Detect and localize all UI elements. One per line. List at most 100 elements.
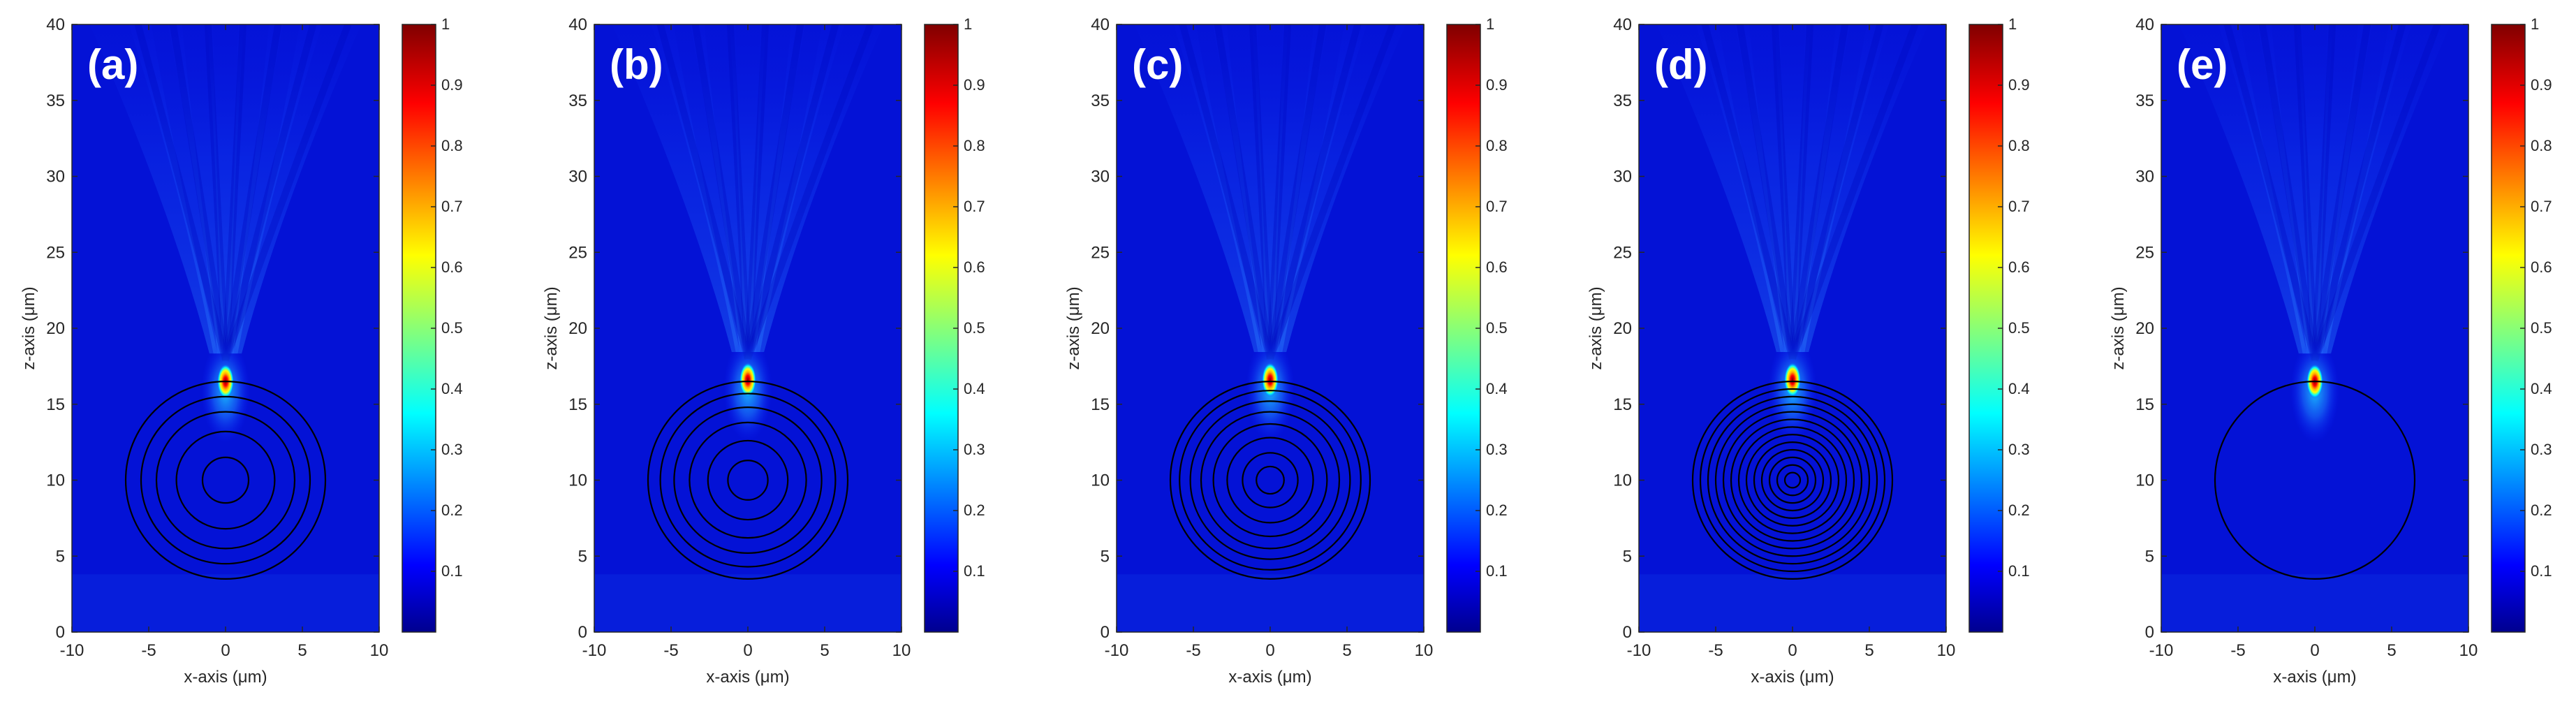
wavefront-lobe	[612, 24, 740, 352]
wavefront-gap	[1789, 24, 1884, 360]
colorbar-tick-label: 0.2	[441, 501, 463, 519]
x-tick-label: 0	[221, 641, 230, 660]
wavefront-lobe	[1774, 24, 1811, 352]
colorbar-tick-label: 0.4	[1486, 380, 1508, 397]
heatmap-area	[1639, 24, 1946, 632]
y-tick-label: 20	[46, 319, 65, 338]
wavefront-lobe	[1800, 24, 1929, 352]
lens-ring	[1256, 465, 1285, 495]
wavefront-gap	[2311, 24, 2336, 361]
lower-band	[1117, 574, 1424, 632]
wavefront-gap	[2293, 24, 2318, 361]
lens-ring	[201, 456, 250, 504]
wavefront-lobe	[1278, 24, 1406, 352]
wavefront-gap	[691, 24, 751, 360]
x-tick-label: -5	[141, 641, 156, 660]
colorbar-tick-label: 0.4	[2008, 380, 2030, 397]
colorbar-tick-label: 1	[1486, 15, 1494, 33]
x-tick-label: 10	[1415, 641, 1434, 660]
colorbar	[402, 24, 436, 633]
x-axis-label: x-axis (μm)	[184, 668, 267, 687]
y-tick-label: 15	[2135, 395, 2154, 414]
wavefront-gap	[726, 24, 751, 360]
lens-ring	[659, 393, 837, 568]
lens-ring	[1691, 381, 1894, 580]
wavefront-gap	[2223, 24, 2318, 362]
panel-c: -10 -5 0 5 10 0 5 10 15 20 25 30 35 40 x-axis (μm) z-ax…	[1064, 15, 1508, 687]
colorbar-tick-label: 0.1	[2531, 562, 2552, 580]
colorbar-tick-label: 0.3	[2531, 441, 2552, 458]
colorbar-tick-label: 0.4	[2531, 380, 2552, 397]
x-tick-label: -10	[1627, 641, 1651, 660]
lens-ring	[1189, 400, 1351, 560]
wavefront-lobe	[1173, 24, 1267, 352]
wavefront-gap	[744, 24, 770, 360]
wavefront-gap	[222, 24, 352, 362]
wavefront-gap	[1249, 24, 1274, 360]
lens-ring	[1722, 411, 1863, 550]
colorbar-tick-label: 0.9	[2531, 76, 2552, 94]
y-tick-label: 25	[46, 243, 65, 262]
wavefront-lobe	[168, 24, 226, 354]
lower-band	[2161, 574, 2468, 632]
lens-ring	[1783, 471, 1802, 489]
y-axis-label: z-axis (μm)	[20, 286, 38, 369]
x-tick-label: 0	[1265, 641, 1274, 660]
wavefront-lobe	[2297, 24, 2333, 354]
y-tick-label: 25	[1091, 243, 1110, 262]
colorbar-tick-label: 0.5	[964, 319, 985, 337]
panel-b: -10 -5 0 5 10 0 5 10 15 20 25 30 35 40 x-axis (μm) z-ax…	[542, 15, 985, 687]
wavefront-lobe	[730, 24, 766, 352]
x-tick-label: 10	[370, 641, 389, 660]
focal-spot	[1783, 362, 1802, 397]
colorbar	[1968, 24, 2003, 633]
panel-label: (e)	[2177, 41, 2228, 88]
wavefront-gap	[1789, 24, 1814, 360]
wavefront-lobe	[2218, 24, 2311, 354]
colorbar-tick-label: 0.5	[2008, 319, 2030, 337]
x-axis-label: x-axis (μm)	[1751, 668, 1834, 687]
colorbar-tick-label: 0.8	[2531, 137, 2552, 154]
colorbar-tick-label: 0.1	[441, 562, 463, 580]
y-tick-label: 10	[1613, 471, 1632, 490]
wavefront-gap	[2311, 24, 2406, 362]
y-tick-label: 30	[46, 168, 65, 186]
colorbar-tick-label: 0.2	[2008, 501, 2030, 519]
colorbar-tick-label: 0.8	[2008, 137, 2030, 154]
y-axis-label: z-axis (μm)	[1064, 286, 1083, 369]
lens-ring	[1200, 411, 1341, 550]
x-tick-label: 5	[820, 641, 829, 660]
colorbar-tick-label: 0.2	[964, 501, 985, 519]
colorbar-tick-label: 0.1	[2008, 562, 2030, 580]
colorbar-tick-label: 0.1	[1486, 562, 1508, 580]
x-tick-label: 0	[2310, 641, 2319, 660]
y-tick-label: 40	[1091, 15, 1110, 34]
colorbar-tick-label: 1	[964, 15, 972, 33]
lens-ring	[1760, 448, 1825, 512]
x-tick-label: 0	[1788, 641, 1797, 660]
y-tick-label: 35	[1613, 91, 1632, 110]
lens-ring	[1745, 434, 1840, 527]
wavefront-gap	[744, 24, 839, 360]
colorbar-tick-label: 0.6	[964, 258, 985, 276]
y-tick-label: 0	[2145, 623, 2154, 642]
lens-ring	[1707, 395, 1878, 565]
x-tick-label: -10	[582, 641, 607, 660]
wavefront-gap	[744, 24, 804, 360]
lens-ring	[689, 421, 807, 539]
lens-ring	[1737, 426, 1848, 534]
x-tick-label: 5	[1342, 641, 1351, 660]
colorbar-tick-label: 0.3	[441, 441, 463, 458]
colorbar-tick-label: 0.7	[2008, 198, 2030, 215]
wavefront-gap	[1267, 24, 1362, 360]
y-tick-label: 10	[568, 471, 587, 490]
panel-a: -10 -5 0 5 10 0 5 10 15 20 25 30 35 40 x-axis (μm) z-ax…	[20, 15, 463, 687]
wavefront-lobe	[89, 24, 218, 354]
lens-ring	[673, 406, 823, 554]
wavefront-gap	[1179, 24, 1274, 360]
colorbar-tick-label: 0.9	[2008, 76, 2030, 94]
colorbar-tick-label: 0.6	[441, 258, 463, 276]
y-tick-label: 10	[46, 471, 65, 490]
lens-ring	[1699, 388, 1886, 573]
wavefront-gap	[2311, 24, 2371, 361]
